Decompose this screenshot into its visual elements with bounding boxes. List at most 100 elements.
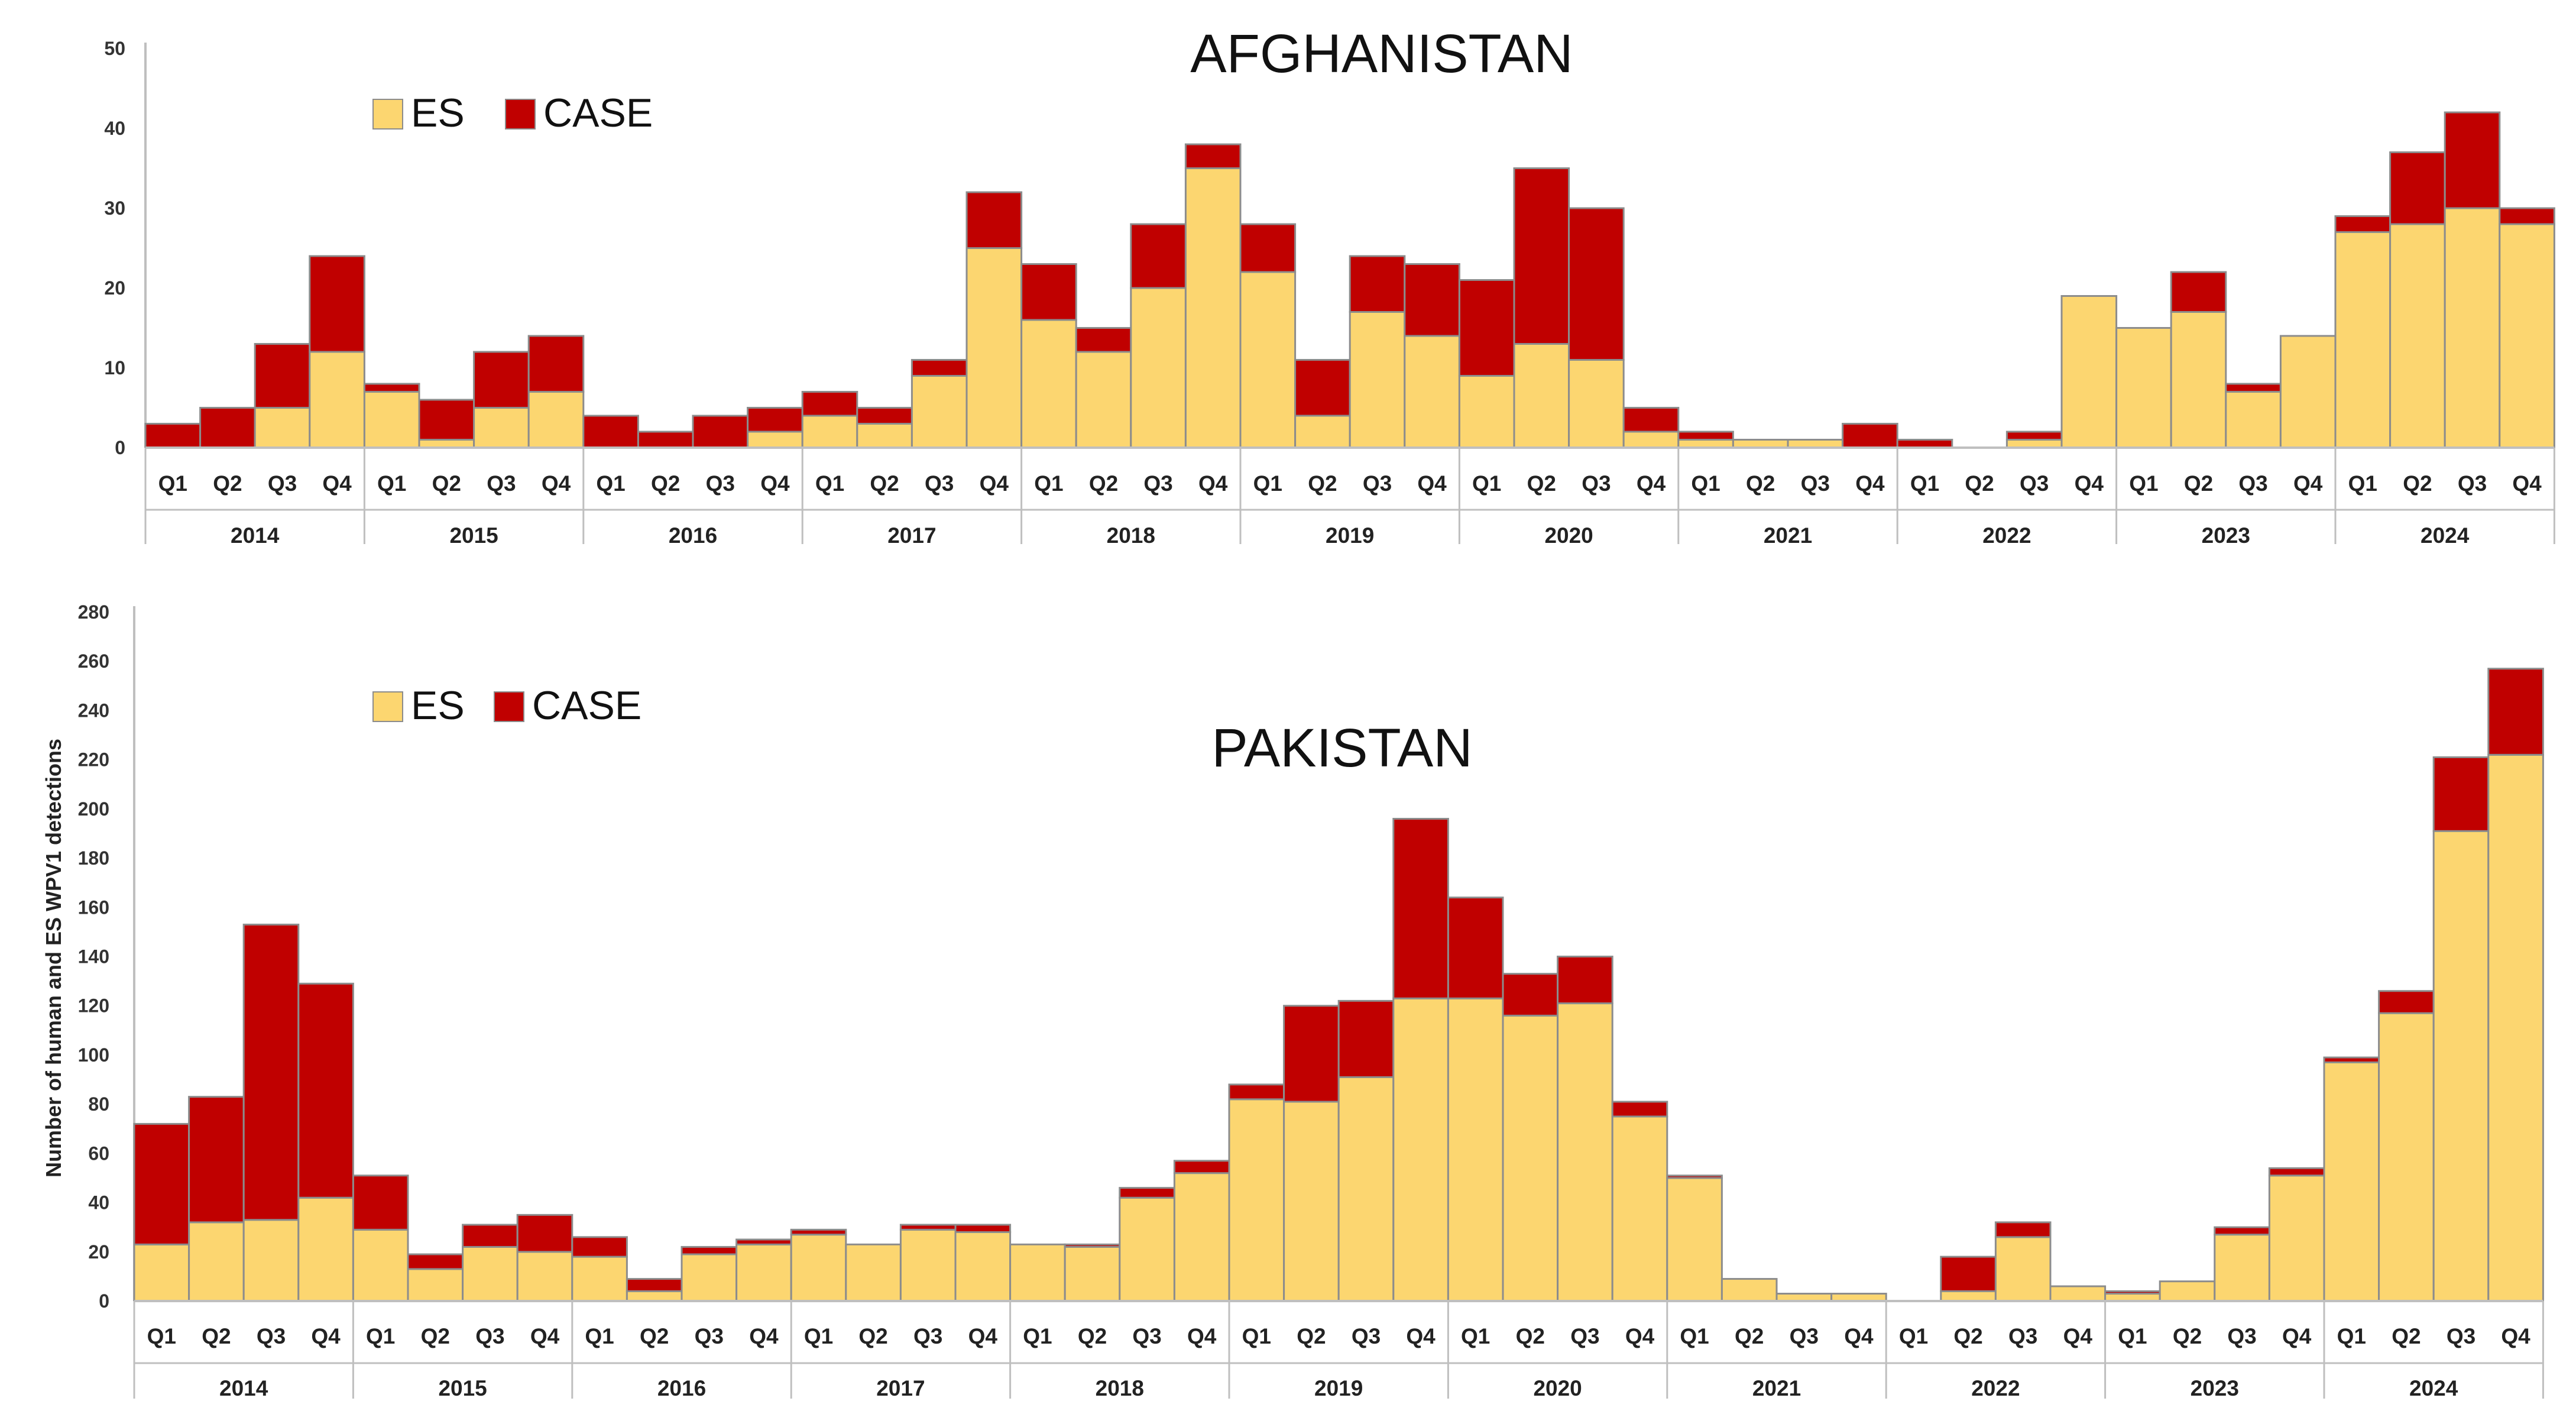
bar-case — [418, 399, 475, 441]
x-tick-quarter: Q1 — [1691, 471, 1720, 496]
bar-case — [254, 343, 311, 409]
bar-es — [2323, 1061, 2380, 1302]
bar-case — [1228, 1083, 1285, 1101]
y-tick-label: 180 — [78, 847, 109, 869]
bar-es — [352, 1228, 409, 1302]
chart-panel-afghanistan: AFGHANISTAN 0 10 20 30 40 50 Q1 Q2 Q3 Q4 Q1 Q2 Q3 Q4 Q1… — [104, 24, 2555, 548]
bar-case — [309, 255, 365, 353]
x-tick-quarter: Q3 — [2227, 1324, 2256, 1348]
bar-es — [1502, 1014, 1559, 1302]
x-tick-quarter: Q2 — [432, 471, 461, 496]
bar-case — [1666, 1174, 1723, 1179]
x-tick-quarter: Q1 — [2129, 471, 2158, 496]
legend-swatch-case — [494, 691, 524, 722]
x-tick-year: 2023 — [2202, 523, 2250, 548]
bar-case — [2487, 668, 2544, 756]
x-tick-quarter: Q1 — [1680, 1324, 1709, 1348]
legend: ES CASE — [372, 90, 653, 135]
x-tick-quarter: Q3 — [1363, 471, 1392, 496]
bar-case — [954, 1224, 1012, 1233]
bar-case — [1622, 407, 1680, 433]
x-tick-quarter: Q1 — [366, 1324, 395, 1348]
x-tick-quarter: Q2 — [1308, 471, 1337, 496]
bar-case — [133, 1122, 190, 1245]
bar-es — [1119, 1196, 1175, 1302]
bar-case — [1896, 439, 1953, 449]
x-tick-quarter: Q2 — [651, 471, 680, 496]
bar-es — [516, 1251, 573, 1302]
bar-es — [2225, 391, 2282, 449]
bar-case — [965, 191, 1023, 249]
x-tick-quarter: Q4 — [1406, 1324, 1436, 1348]
bar-es — [1283, 1101, 1340, 1302]
x-tick-quarter: Q3 — [487, 471, 516, 496]
x-tick-year: 2018 — [1107, 523, 1155, 548]
x-tick-quarter: Q1 — [585, 1324, 614, 1348]
bar-case — [626, 1278, 683, 1292]
y-tick-label: 60 — [88, 1143, 109, 1164]
x-tick-quarter: Q1 — [1899, 1324, 1928, 1348]
bar-es — [2005, 439, 2063, 449]
bar-case — [363, 383, 420, 393]
bar-case — [1283, 1005, 1340, 1103]
x-tick-quarter: Q2 — [858, 1324, 887, 1348]
bar-es — [1239, 271, 1297, 449]
bar-case — [516, 1214, 573, 1253]
bar-es — [1009, 1243, 1066, 1302]
y-tick-label: 100 — [78, 1044, 109, 1066]
y-tick-label: 20 — [104, 277, 125, 299]
bar-case — [2378, 990, 2435, 1014]
bar-case — [1075, 327, 1132, 353]
bar-es — [462, 1245, 519, 1302]
legend-label-case: CASE — [543, 90, 653, 135]
bar-es — [1349, 311, 1406, 449]
bar-es — [954, 1231, 1012, 1302]
x-tick-quarter: Q3 — [1132, 1324, 1161, 1348]
bar-es — [1557, 1002, 1613, 1302]
bar-es — [856, 423, 913, 449]
x-tick-year: 2017 — [887, 523, 936, 548]
x-tick-quarter: Q3 — [695, 1324, 724, 1348]
x-tick-quarter: Q3 — [1801, 471, 1830, 496]
x-tick-year: 2023 — [2191, 1376, 2239, 1400]
x-tick-quarter: Q4 — [542, 471, 571, 496]
bar-case — [681, 1245, 738, 1255]
bar-case — [2334, 215, 2392, 233]
bar-es — [1184, 167, 1242, 449]
y-tick-label: 0 — [99, 1290, 109, 1312]
bar-es — [1075, 351, 1132, 449]
bar-case — [856, 407, 913, 425]
x-tick-quarter: Q2 — [1965, 471, 1994, 496]
bar-case — [2170, 271, 2227, 313]
x-tick-year: 2020 — [1533, 1376, 1582, 1400]
x-tick-quarter: Q4 — [530, 1324, 560, 1348]
bar-es — [1568, 359, 1625, 449]
bar-es — [188, 1221, 245, 1302]
x-tick-year: 2019 — [1326, 523, 1374, 548]
x-tick-quarter: Q4 — [760, 471, 790, 496]
bar-es — [1064, 1245, 1121, 1302]
x-tick-quarter: Q3 — [925, 471, 954, 496]
y-tick-label: 80 — [88, 1093, 109, 1115]
x-tick-quarter: Q1 — [1472, 471, 1501, 496]
legend: ES CASE — [372, 683, 641, 728]
x-tick-quarter: Q4 — [2501, 1324, 2530, 1348]
bar-case — [1173, 1160, 1230, 1174]
y-tick-label: 140 — [78, 946, 109, 967]
x-tick-quarter: Q1 — [377, 471, 406, 496]
bar-es — [571, 1255, 628, 1302]
bar-es — [910, 375, 968, 449]
bar-case — [2104, 1290, 2161, 1295]
bar-es — [1294, 415, 1351, 449]
x-tick-year: 2016 — [657, 1376, 706, 1400]
bar-case — [1502, 973, 1559, 1017]
bar-case — [2005, 431, 2063, 441]
bar-case — [2499, 207, 2555, 225]
bar-case — [1513, 167, 1570, 345]
bar-es — [2499, 223, 2555, 449]
bar-case — [2268, 1167, 2325, 1177]
bar-es — [2049, 1285, 2107, 1302]
bar-es — [1513, 343, 1570, 449]
x-tick-quarter: Q2 — [421, 1324, 450, 1348]
x-tick-quarter: Q1 — [804, 1324, 833, 1348]
